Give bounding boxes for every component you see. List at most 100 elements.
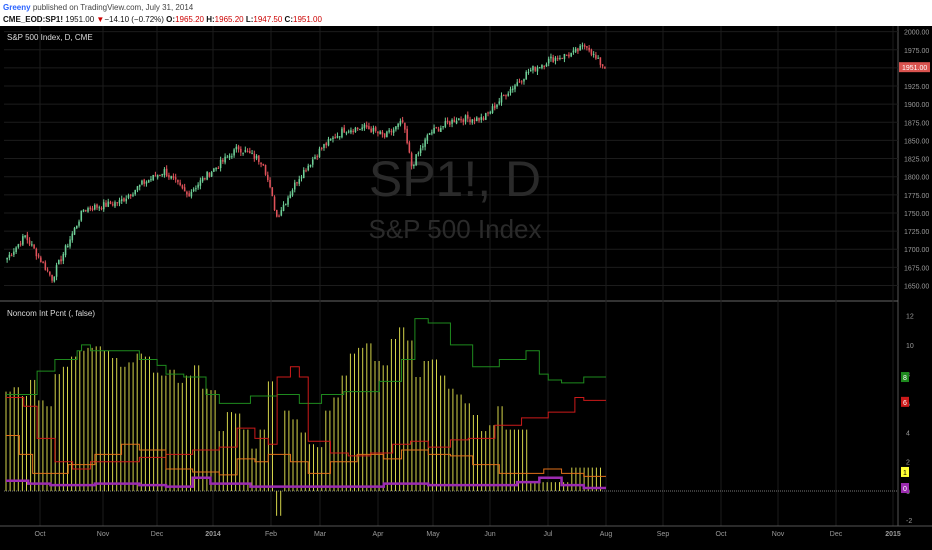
candle-body <box>42 262 44 264</box>
candle-body <box>419 148 422 154</box>
candle-body <box>49 271 51 275</box>
low-value: 1947.50 <box>253 15 283 24</box>
candle-body <box>550 56 552 59</box>
candle-body <box>595 54 597 59</box>
candle-body <box>105 202 107 207</box>
candle-body <box>284 203 287 205</box>
candle-body <box>336 136 339 138</box>
candle-body <box>98 207 101 209</box>
candle-body <box>363 124 366 129</box>
candle-body <box>228 155 231 158</box>
price-tick-label: 1875.00 <box>904 120 929 127</box>
indicator-pane-title: Noncom Int Pcnt (, false) <box>7 309 95 318</box>
candle-body <box>543 65 545 67</box>
candle-body <box>444 121 447 127</box>
candle-body <box>33 244 35 249</box>
time-tick-label: Oct <box>716 531 727 538</box>
publisher-link[interactable]: Greeny <box>3 3 31 12</box>
candle-body <box>478 117 480 121</box>
candle-body <box>87 208 89 212</box>
candle-body <box>262 163 265 166</box>
open-value: 1965.20 <box>175 15 204 24</box>
candle-body <box>199 180 202 186</box>
indicator-pane[interactable]: Noncom Int Pcnt (, false)-20246810128610 <box>4 309 914 525</box>
candle-body <box>572 50 575 53</box>
candle-body <box>545 64 548 67</box>
candle-body <box>170 176 172 179</box>
candle-body <box>240 148 242 153</box>
time-tick-label: Dec <box>830 531 843 538</box>
time-tick-label: May <box>426 531 440 538</box>
candle-body <box>6 258 8 260</box>
price-tick-label: 1725.00 <box>904 229 929 236</box>
candle-body <box>93 205 96 210</box>
time-tick-label: Jun <box>484 531 495 538</box>
candle-body <box>597 57 599 59</box>
candle-body <box>192 189 195 192</box>
candle-body <box>601 64 604 67</box>
candle-body <box>491 106 494 113</box>
candle-body <box>561 57 563 59</box>
candle-body <box>168 175 170 178</box>
candle-body <box>147 180 150 183</box>
candle-body <box>484 113 487 120</box>
candle-body <box>453 119 456 123</box>
candle-body <box>586 46 588 48</box>
candle-body <box>183 187 186 192</box>
last-price: 1951.00 <box>65 15 95 24</box>
publish-header: Greeny published on TradingView.com, Jul… <box>0 0 932 26</box>
watermark-name: S&P 500 Index <box>369 214 542 244</box>
candle-body <box>141 180 143 185</box>
candle-body <box>354 127 357 132</box>
candle-body <box>125 198 128 202</box>
candle-body <box>559 57 561 59</box>
candle-body <box>8 254 11 258</box>
indicator-tick-label: 12 <box>906 314 914 321</box>
candle-body <box>177 180 179 183</box>
candle-body <box>80 210 83 221</box>
candle-body <box>437 128 440 132</box>
price-tick-label: 1850.00 <box>904 138 929 145</box>
candle-body <box>541 64 543 69</box>
candle-body <box>152 174 154 181</box>
candle-body <box>325 143 328 146</box>
candle-body <box>302 169 305 179</box>
candle-body <box>395 126 397 130</box>
candle-body <box>487 112 489 114</box>
candle-body <box>327 139 330 146</box>
candle-body <box>377 131 379 134</box>
candle-body <box>84 210 87 212</box>
candle-body <box>96 204 98 208</box>
candle-body <box>547 58 550 64</box>
candle-body <box>388 130 390 132</box>
candle-body <box>55 265 58 277</box>
price-pane[interactable]: 1650.00 1675.00 1700.00 1725.00 1750.00 1775.… <box>0 26 930 526</box>
candle-body <box>53 276 56 282</box>
chart-canvas[interactable]: 1650.00 1675.00 1700.00 1725.00 1750.00 1775.… <box>0 26 932 550</box>
price-tick-label: 1775.00 <box>904 193 929 200</box>
candle-body <box>201 177 204 182</box>
candle-body <box>415 154 417 166</box>
candle-body <box>397 123 399 128</box>
candle-body <box>320 147 323 149</box>
high-label: H: <box>206 15 215 24</box>
candle-body <box>410 153 413 167</box>
candle-body <box>188 193 190 197</box>
candle-body <box>222 159 224 162</box>
candle-body <box>583 45 586 47</box>
candle-body <box>592 53 595 55</box>
candle-body <box>525 71 528 80</box>
candle-body <box>431 132 433 134</box>
candle-body <box>197 184 199 188</box>
candle-body <box>476 117 478 122</box>
candle-body <box>172 176 175 178</box>
candle-body <box>570 53 572 57</box>
time-tick-label: Jul <box>544 531 553 538</box>
candle-body <box>604 67 606 69</box>
candle-body <box>237 146 240 150</box>
candle-body <box>174 177 177 180</box>
watermark-symbol: SP1!, D <box>369 151 541 207</box>
candle-body <box>111 204 114 206</box>
candle-body <box>520 81 523 83</box>
candle-body <box>599 57 602 65</box>
